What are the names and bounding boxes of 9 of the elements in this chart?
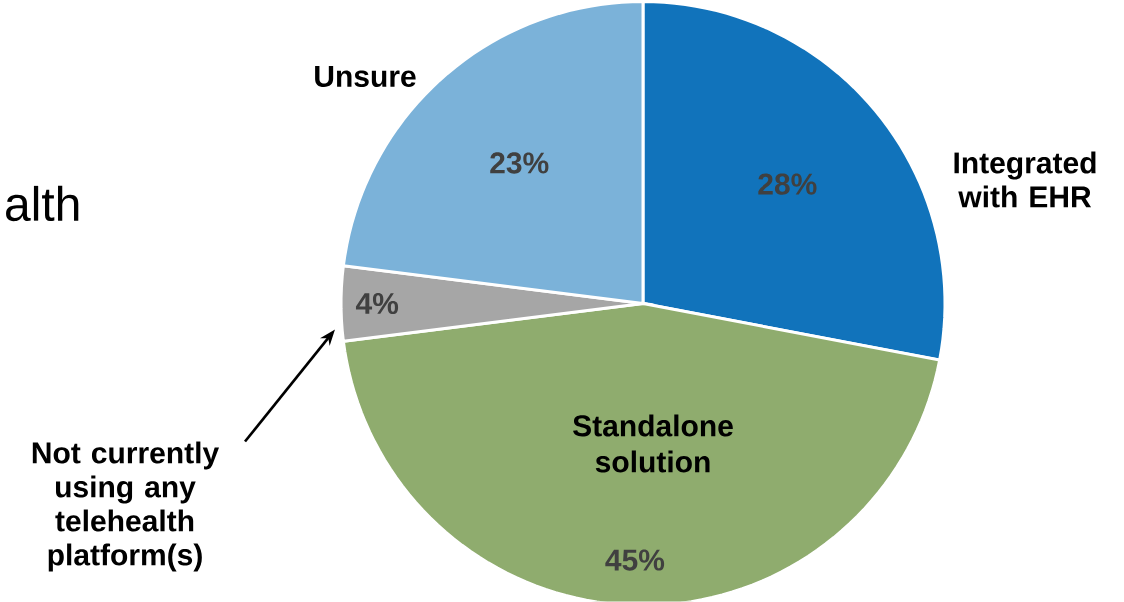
data-label: 45% — [605, 549, 665, 571]
data-label: 23% — [490, 152, 549, 174]
text: alth — [6, 186, 79, 222]
slice-label: Unsure — [315, 66, 416, 88]
slice-label: Standalone solution — [573, 414, 733, 473]
data-label: 4% — [355, 293, 399, 315]
slice-label: Not currently using any telehealth platform(s) — [32, 441, 220, 572]
data-label: 28% — [758, 173, 817, 195]
slice-label: Integrated with EHR — [954, 151, 1096, 208]
